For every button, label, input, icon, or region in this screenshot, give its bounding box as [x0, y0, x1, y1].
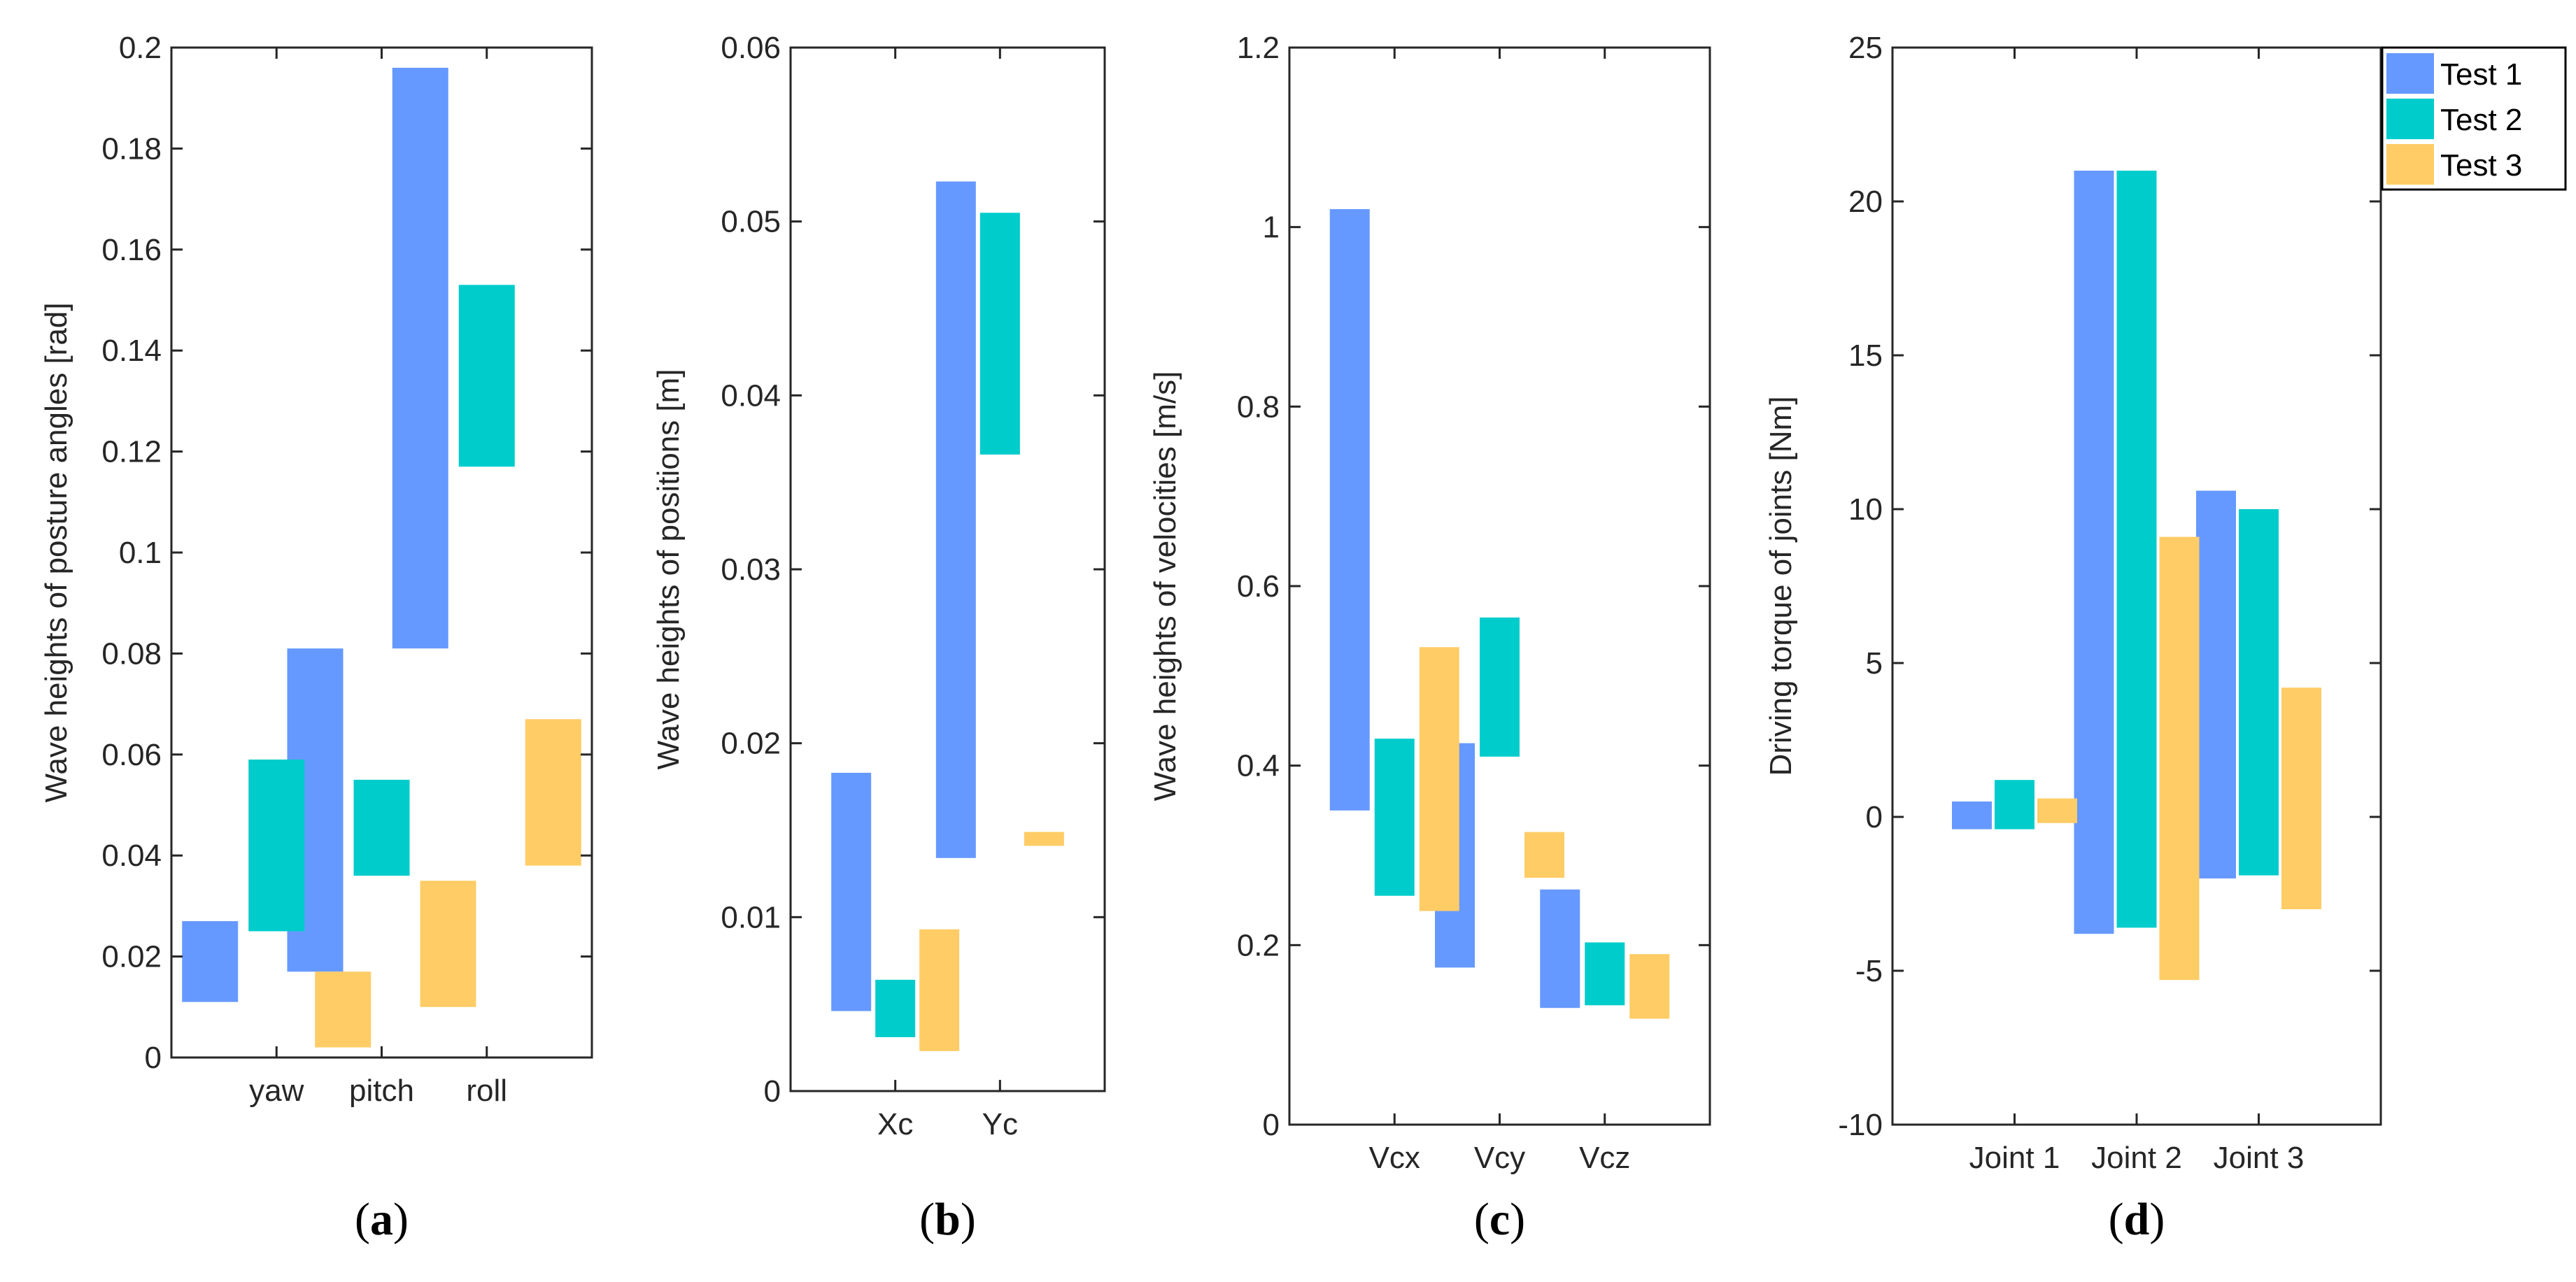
bar-test-1-joint-2 — [2074, 171, 2114, 934]
bar-test-1-xc — [831, 772, 872, 1011]
x-tick-label: Vcx — [1369, 1141, 1420, 1175]
y-tick-label: 0.12 — [101, 435, 162, 469]
y-tick-label: 0.16 — [101, 233, 162, 267]
y-tick-label: -5 — [1855, 954, 1883, 988]
y-tick-label: 0.02 — [101, 940, 162, 974]
bar-test-3-vcx — [1419, 647, 1459, 911]
bar-test-2-vcx — [1374, 739, 1415, 896]
y-tick-label: 25 — [1848, 31, 1883, 65]
panel-label: (b) — [919, 1194, 976, 1245]
y-tick-label: 0.18 — [101, 131, 162, 166]
y-tick-label: 10 — [1848, 492, 1883, 527]
panel-label: (c) — [1474, 1194, 1525, 1245]
y-tick-label: 0.1 — [119, 536, 162, 570]
y-tick-label: 1 — [1263, 211, 1280, 245]
x-tick-label: Yc — [982, 1107, 1018, 1141]
y-axis-label: Wave heights of posture angles [rad] — [39, 303, 73, 803]
bar-test-1-joint-1 — [1952, 802, 1992, 829]
y-tick-label: 15 — [1848, 339, 1883, 373]
legend-swatch-test-3 — [2386, 144, 2434, 185]
bar-test-1-yaw — [182, 921, 239, 1002]
x-tick-label: roll — [466, 1074, 507, 1108]
y-tick-label: 0.03 — [721, 553, 781, 587]
y-tick-label: 0.2 — [119, 31, 162, 65]
bar-test-2-joint-3 — [2239, 509, 2279, 876]
y-tick-label: 0.01 — [721, 900, 781, 934]
y-axis-label: Driving torque of joints [Nm] — [1764, 397, 1798, 776]
bar-test-1-vcz — [1540, 889, 1580, 1009]
panel-d: -10 -5 0 5 10 15 20 25 Joint 1 Joint 2 Joint 3 Dri… — [1764, 31, 2382, 1245]
bar-test-2-roll — [458, 285, 515, 467]
bar-test-1-yc — [935, 181, 976, 858]
y-tick-label: 0.14 — [101, 334, 162, 368]
x-tick-label: pitch — [349, 1074, 414, 1108]
y-tick-label: 0.05 — [721, 205, 781, 239]
y-tick-label: 0.06 — [721, 31, 781, 65]
y-tick-label: 0.04 — [721, 378, 781, 413]
legend-label-test-2: Test 2 — [2440, 103, 2522, 137]
y-tick-label: 0 — [145, 1041, 162, 1075]
plot-frame — [170, 46, 593, 1059]
x-tick-label: Xc — [877, 1107, 913, 1141]
x-tick-label: Joint 3 — [2214, 1141, 2305, 1175]
bar-test-2-xc — [875, 979, 916, 1037]
x-tick-label: Vcz — [1579, 1141, 1630, 1175]
y-tick-label: 0 — [1263, 1108, 1280, 1142]
legend-swatch-test-1 — [2386, 53, 2434, 94]
x-tick-label: Vcy — [1474, 1141, 1525, 1175]
bar-test-2-joint-1 — [1995, 780, 2034, 829]
bar-test-3-yaw — [315, 971, 371, 1048]
y-tick-label: 0.02 — [721, 727, 781, 761]
y-tick-label: 0 — [764, 1074, 781, 1109]
bar-test-3-roll — [525, 719, 581, 866]
bar-test-3-joint-3 — [2281, 688, 2321, 909]
y-tick-label: 0.8 — [1237, 390, 1280, 424]
panel-label: (a) — [355, 1194, 409, 1245]
y-tick-label: 0.06 — [101, 738, 162, 772]
legend-label-test-1: Test 1 — [2440, 57, 2522, 92]
bar-test-2-pitch — [353, 779, 410, 876]
y-tick-label: 1.2 — [1237, 31, 1280, 65]
bar-test-2-joint-2 — [2116, 171, 2157, 928]
bar-test-2-vcz — [1585, 942, 1625, 1006]
y-tick-label: 20 — [1848, 185, 1883, 219]
bar-test-1-vcx — [1329, 209, 1370, 811]
x-tick-label: yaw — [249, 1074, 304, 1108]
legend-label-test-3: Test 3 — [2440, 148, 2522, 183]
bar-test-1-joint-3 — [2196, 490, 2236, 878]
bar-test-3-pitch — [420, 881, 476, 1007]
bar-test-3-xc — [919, 929, 960, 1051]
bar-test-3-joint-1 — [2037, 798, 2077, 823]
bar-test-1-roll — [392, 67, 448, 649]
bar-test-2-yc — [979, 213, 1020, 455]
y-tick-label: 5 — [1866, 646, 1883, 681]
panel-a: 0 0.02 0.04 0.06 0.08 0.1 0.12 0.14 0.16 0.18 0.2 y… — [39, 31, 593, 1245]
y-axis-label: Wave heights of positions [m] — [651, 369, 686, 769]
y-axis-label: Wave heights of velocities [m/s] — [1148, 371, 1182, 802]
y-tick-label: -10 — [1838, 1108, 1883, 1142]
y-tick-label: 0.08 — [101, 636, 162, 671]
x-tick-label: Joint 2 — [2091, 1141, 2182, 1175]
bar-test-3-vcy — [1524, 832, 1564, 878]
panel-c: 0 0.2 0.4 0.6 0.8 1 1.2 Vcx Vcy Vcz Wave heights … — [1148, 31, 1711, 1245]
bar-test-3-vcz — [1629, 954, 1670, 1019]
bar-test-2-vcy — [1480, 617, 1520, 757]
legend-swatch-test-2 — [2386, 99, 2434, 139]
bar-test-3-joint-2 — [2159, 536, 2200, 981]
y-tick-label: 0.6 — [1237, 569, 1280, 604]
y-tick-label: 0.04 — [101, 839, 162, 873]
y-tick-label: 0.4 — [1237, 749, 1280, 783]
panel-label: (d) — [2109, 1194, 2165, 1245]
y-tick-label: 0.2 — [1237, 928, 1280, 962]
panel-b: 0 0.01 0.02 0.03 0.04 0.05 0.06 Xc Yc Wave heigh… — [651, 31, 1106, 1245]
legend: Test 1 Test 2 Test 3 — [2381, 46, 2567, 191]
x-tick-label: Joint 1 — [1969, 1141, 2060, 1175]
bar-test-2-yaw — [248, 760, 305, 932]
y-tick-label: 0 — [1866, 800, 1883, 834]
bar-test-3-yc — [1024, 832, 1064, 846]
